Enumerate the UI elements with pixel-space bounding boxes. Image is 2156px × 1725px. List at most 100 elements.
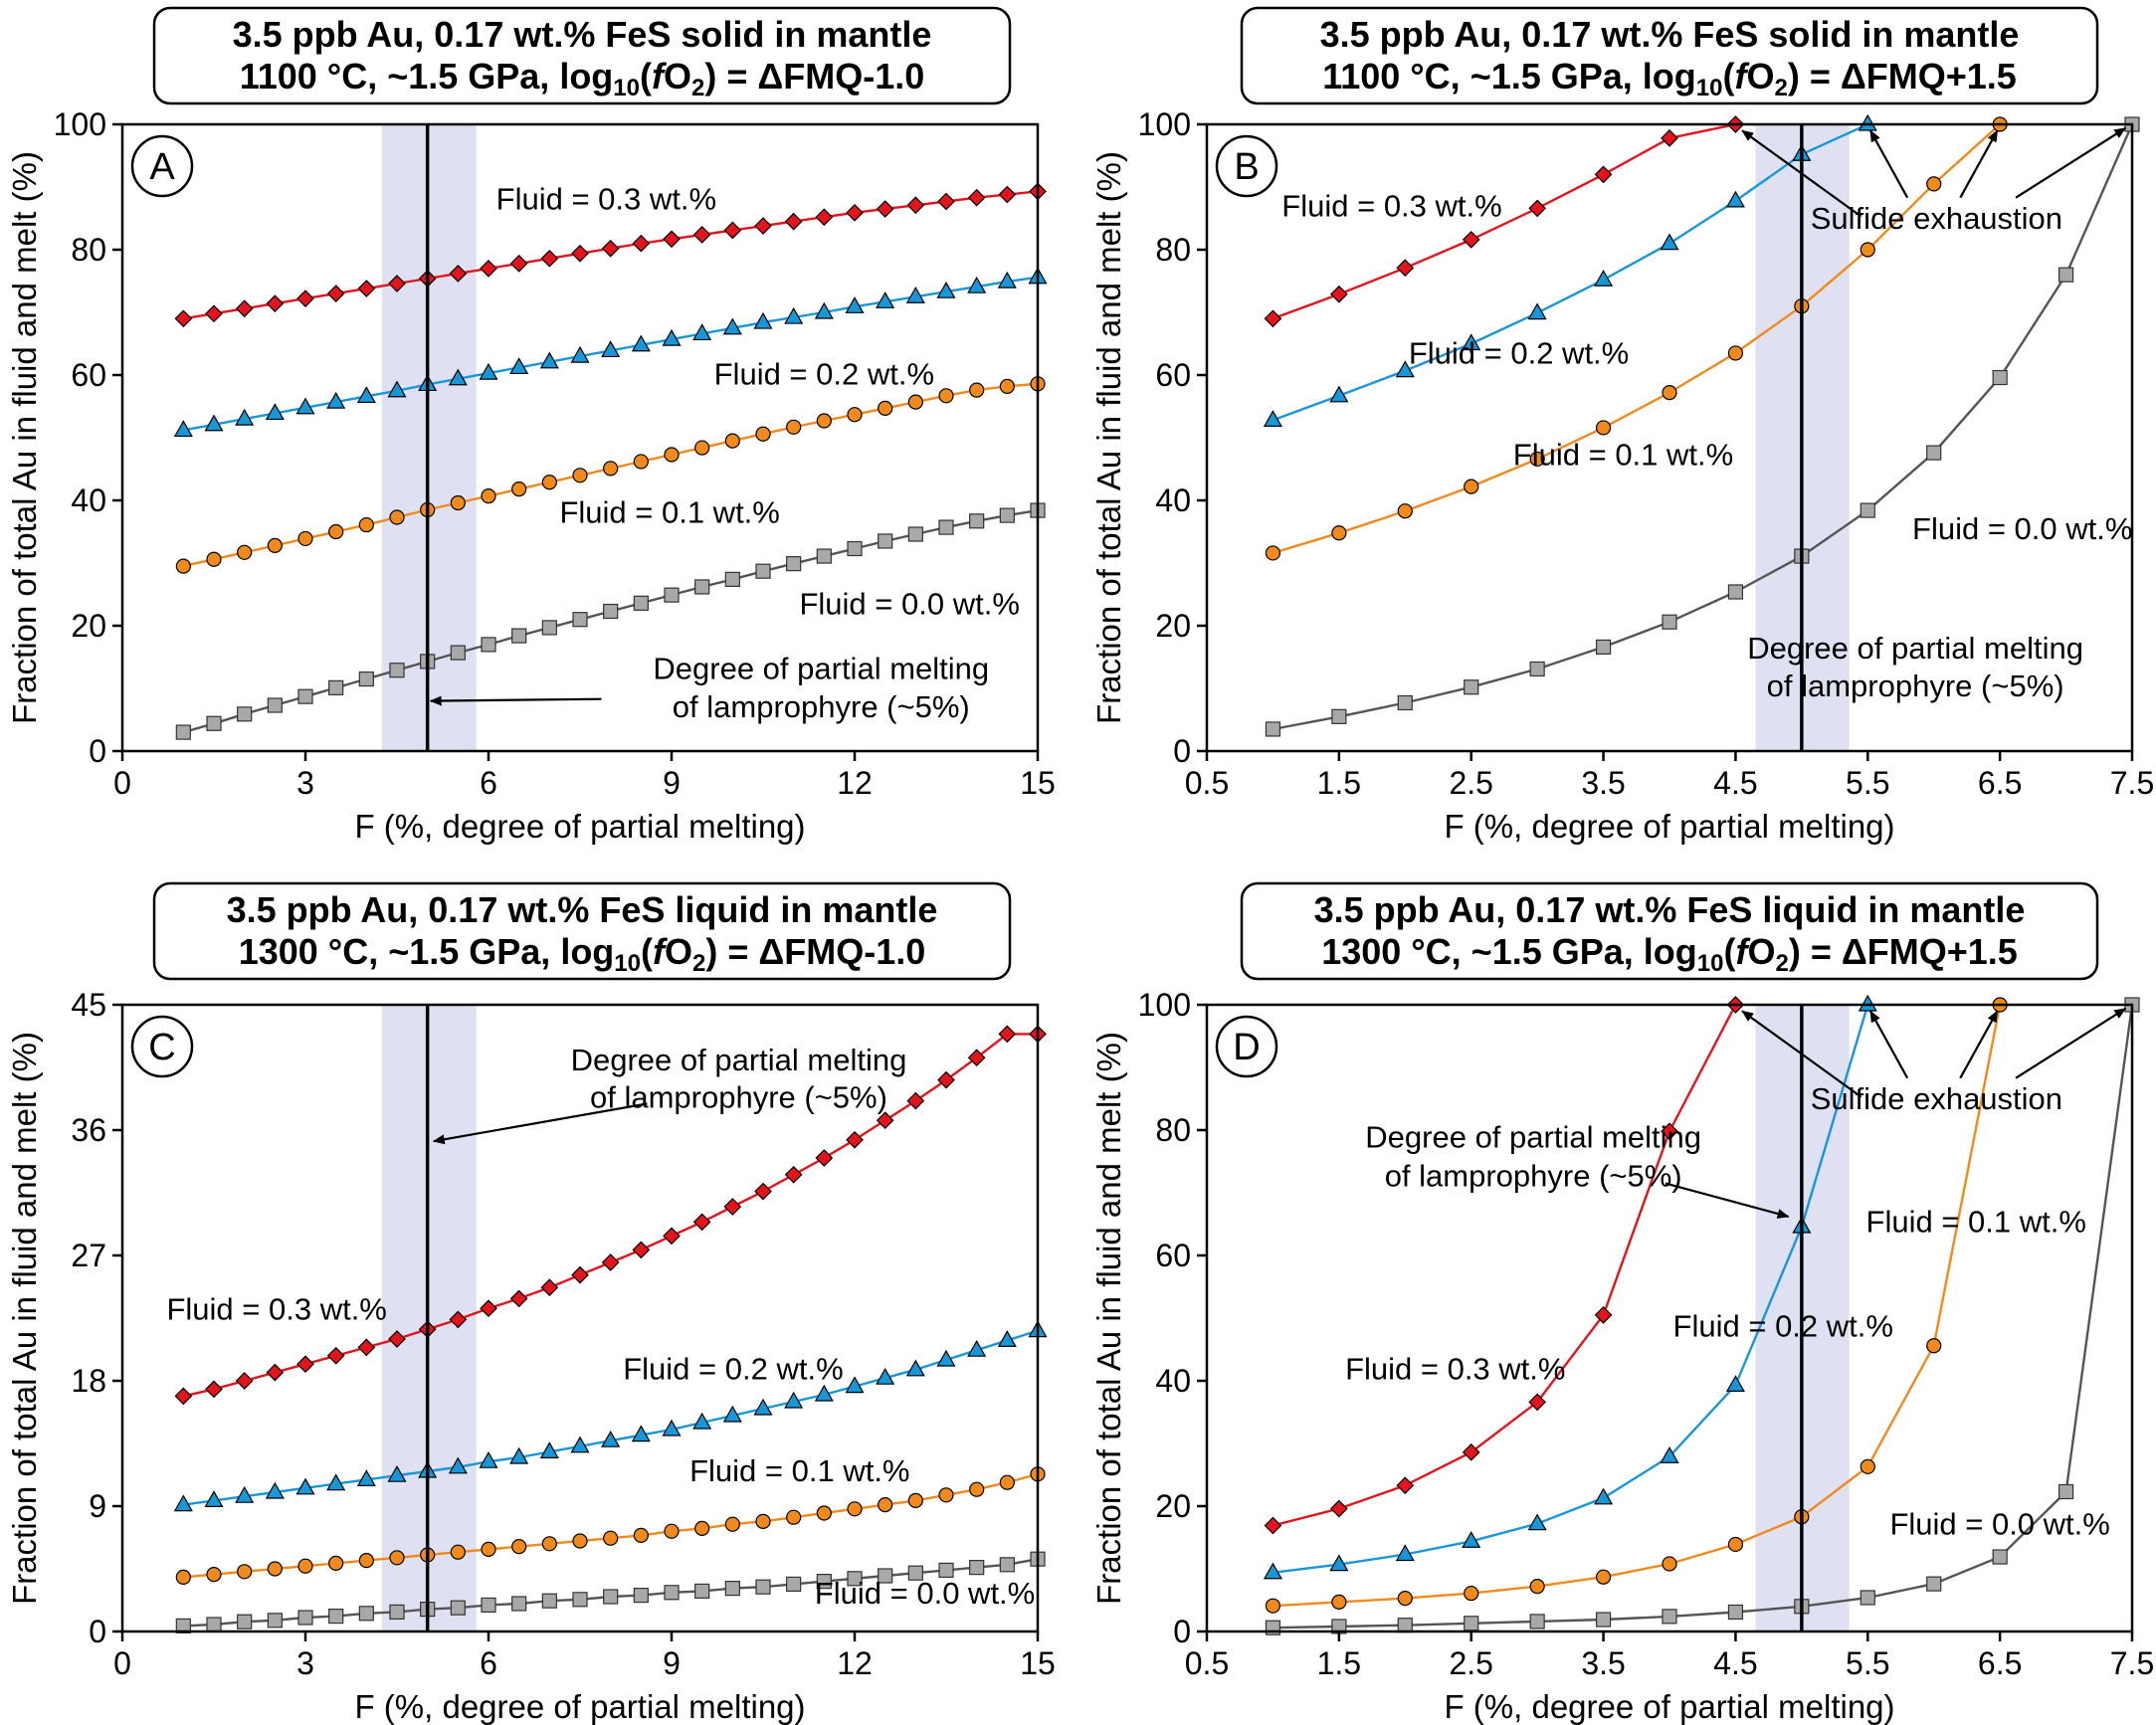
square-marker [450, 1600, 466, 1616]
diamond-marker [937, 1070, 955, 1089]
title-text-fragment: 1300 °C, ~1.5 GPa, log [239, 931, 615, 972]
triangle-marker [876, 1367, 895, 1385]
title-line-2: 1300 °C, ~1.5 GPa, log10(fO2) = ΔFMQ+1.5 [1321, 931, 2018, 977]
diamond-marker [1330, 1499, 1348, 1518]
triangle-marker [509, 357, 529, 375]
title-text-fragment: 1300 °C, ~1.5 GPa, log [1321, 931, 1697, 972]
square-marker [999, 507, 1015, 523]
diamond-marker [266, 1363, 285, 1382]
triangle-marker [722, 1405, 742, 1423]
triangle-marker [662, 328, 682, 346]
circle-marker [969, 382, 985, 398]
x-tick-label: 0.5 [1185, 765, 1229, 801]
panel-letter: A [149, 146, 175, 188]
circle-marker [1860, 1458, 1875, 1474]
chart-panel-c: 3.5 ppb Au, 0.17 wt.% FeS liquid in mant… [6, 881, 1056, 1725]
square-marker [2058, 1483, 2074, 1500]
y-tick-label: 80 [1155, 1112, 1191, 1148]
diamond-marker [601, 239, 620, 258]
annotation-label: Fluid = 0.2 wt.% [623, 1352, 843, 1387]
diamond-marker [540, 249, 559, 268]
panel-letter-circle [130, 134, 194, 198]
series-diamond [174, 182, 1047, 328]
square-marker [907, 1565, 923, 1581]
circle-marker [938, 388, 954, 404]
square-marker [786, 1576, 802, 1593]
triangle-marker [967, 276, 987, 293]
square-marker [847, 540, 863, 557]
square-marker [1727, 1604, 1744, 1621]
diamond-marker [815, 208, 834, 227]
diamond-marker [692, 226, 711, 244]
diamond-marker [449, 265, 468, 283]
square-marker [1992, 1549, 2008, 1565]
y-tick-label: 40 [1155, 482, 1191, 518]
square-marker [786, 556, 802, 572]
annotation-label: Degree of partial melting [571, 1043, 907, 1077]
panel-letter: D [1233, 1027, 1260, 1068]
y-tick-label: 0 [89, 733, 106, 769]
triangle-marker [1660, 1446, 1679, 1463]
circle-marker [1662, 1556, 1677, 1572]
square-marker [603, 1589, 619, 1605]
y-axis-label: Fraction of total Au in fluid and melt (… [1090, 1032, 1127, 1605]
diamond-marker [1594, 1306, 1613, 1324]
x-tick-label: 3.5 [1581, 1645, 1625, 1681]
diamond-marker [784, 1165, 803, 1184]
square-marker [1860, 1590, 1875, 1606]
circle-marker [358, 1552, 374, 1569]
circle-marker [1926, 1338, 1942, 1354]
square-marker [694, 579, 710, 595]
annotation-arrow [2015, 1007, 2127, 1079]
title-line-1: 3.5 ppb Au, 0.17 wt.% FeS liquid in mant… [1314, 889, 2026, 930]
square-marker [938, 1562, 954, 1579]
square-marker [267, 697, 283, 713]
square-marker [816, 548, 832, 564]
x-tick-label: 0 [113, 1645, 131, 1681]
x-tick-label: 3 [296, 1645, 314, 1681]
x-tick-label: 6 [480, 765, 497, 801]
triangle-marker [631, 1425, 651, 1442]
x-tick-label: 6 [480, 1645, 497, 1681]
square-marker [481, 1597, 496, 1614]
series-triangle [173, 1320, 1048, 1512]
circle-marker [175, 558, 191, 574]
diamond-marker [1396, 1476, 1415, 1495]
circle-marker [389, 1550, 405, 1566]
y-tick-label: 80 [1155, 232, 1191, 268]
triangle-marker [387, 380, 407, 398]
diamond-marker [571, 244, 589, 263]
title-text-fragment: 1100 °C, ~1.5 GPa, log [1322, 56, 1696, 96]
annotation-arrow [432, 1102, 648, 1145]
y-tick-label: 20 [1155, 608, 1191, 644]
square-marker [206, 715, 222, 731]
y-tick-label: 40 [71, 482, 106, 518]
circle-marker [1464, 479, 1479, 494]
title-text-fragment: f [1734, 56, 1749, 96]
triangle-marker [173, 420, 193, 438]
diamond-marker [357, 1338, 376, 1357]
x-tick-label: 9 [663, 1645, 681, 1681]
series-circle [1265, 116, 2008, 561]
triangle-marker [1858, 113, 1877, 131]
diamond-marker [1528, 199, 1546, 218]
circle-marker [297, 1558, 313, 1574]
square-marker [969, 1559, 985, 1576]
triangle-marker [1725, 190, 1745, 208]
triangle-marker [1660, 233, 1679, 251]
annotation-label: Fluid = 0.2 wt.% [1673, 1308, 1893, 1343]
diamond-marker [937, 192, 955, 211]
circle-marker [907, 1492, 923, 1509]
title-line-2: 1100 °C, ~1.5 GPa, log10(fO2) = ΔFMQ-1.0 [240, 56, 925, 101]
triangle-marker [784, 306, 804, 324]
x-axis-label: F (%, degree of partial melting) [354, 1688, 805, 1725]
diamond-marker [266, 294, 285, 313]
y-axis-label: Fraction of total Au in fluid and melt (… [6, 151, 43, 724]
annotation-label: Fluid = 0.0 wt.% [1912, 511, 2132, 546]
triangle-marker [1263, 410, 1282, 427]
diamond-marker [1396, 259, 1415, 278]
y-tick-label: 18 [71, 1363, 106, 1399]
circle-marker [786, 419, 802, 435]
series-circle [175, 376, 1046, 574]
circle-marker [1464, 1585, 1479, 1602]
